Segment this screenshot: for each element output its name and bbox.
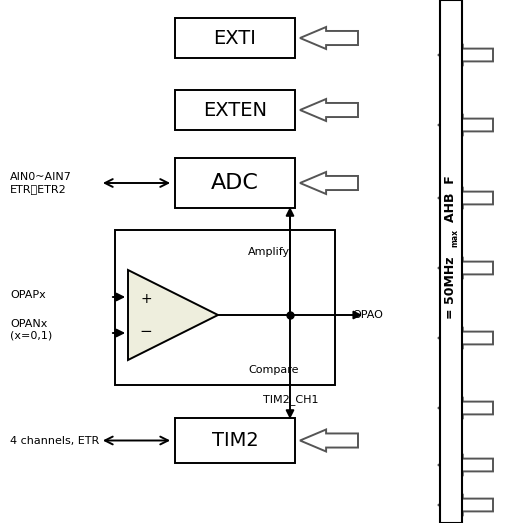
Text: Amplify: Amplify bbox=[248, 247, 290, 257]
Bar bbox=[175, 90, 295, 130]
Text: TIM2: TIM2 bbox=[212, 431, 259, 450]
Text: +: + bbox=[140, 292, 152, 306]
Polygon shape bbox=[438, 495, 493, 515]
Text: max: max bbox=[451, 229, 459, 247]
Text: TIM2_CH1: TIM2_CH1 bbox=[263, 394, 318, 405]
Polygon shape bbox=[438, 115, 493, 135]
Polygon shape bbox=[300, 429, 358, 451]
Text: ADC: ADC bbox=[211, 173, 259, 193]
Polygon shape bbox=[438, 455, 493, 475]
Text: EXTI: EXTI bbox=[214, 28, 257, 48]
Text: EXTEN: EXTEN bbox=[203, 100, 267, 119]
Text: AHB  F: AHB F bbox=[445, 175, 457, 222]
Bar bbox=[175, 158, 295, 208]
Text: = 50MHz: = 50MHz bbox=[445, 256, 457, 319]
Polygon shape bbox=[438, 398, 493, 418]
Text: AIN0~AIN7
ETR、ETR2: AIN0~AIN7 ETR、ETR2 bbox=[10, 172, 72, 194]
Text: OPAPx: OPAPx bbox=[10, 290, 46, 300]
Bar bbox=[175, 18, 295, 58]
Polygon shape bbox=[128, 270, 218, 360]
Polygon shape bbox=[438, 258, 493, 278]
Polygon shape bbox=[300, 27, 358, 49]
Bar bbox=[115, 230, 335, 385]
Polygon shape bbox=[438, 328, 493, 348]
Bar bbox=[175, 418, 295, 463]
Bar bbox=[440, 0, 462, 523]
Polygon shape bbox=[438, 45, 493, 65]
Text: OPANx
(x=0,1): OPANx (x=0,1) bbox=[10, 319, 52, 341]
Text: Compare: Compare bbox=[248, 365, 298, 375]
Polygon shape bbox=[438, 188, 493, 208]
Text: −: − bbox=[140, 324, 152, 338]
Polygon shape bbox=[300, 99, 358, 121]
Text: OPAO: OPAO bbox=[352, 310, 383, 320]
Polygon shape bbox=[300, 172, 358, 194]
Text: 4 channels, ETR: 4 channels, ETR bbox=[10, 436, 99, 446]
